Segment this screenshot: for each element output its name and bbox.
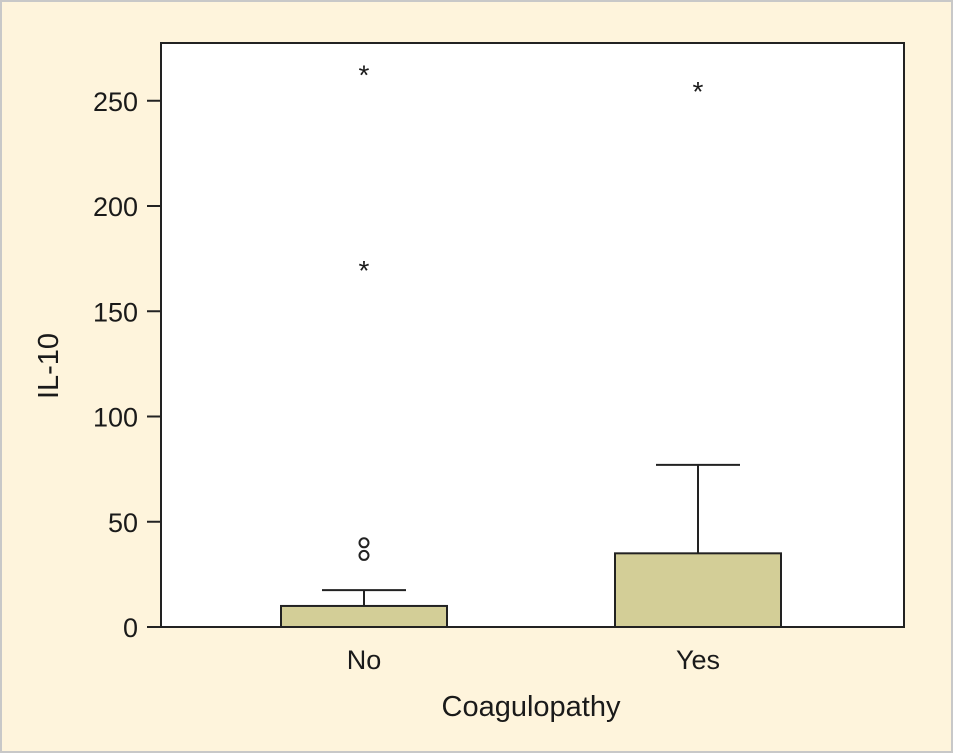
outlier-star-marker: * [693,76,704,107]
box-no: ** [280,59,448,629]
y-tick-label: 200 [93,192,138,222]
y-tick-label: 250 [93,87,138,117]
y-axis-title: IL-10 [33,333,65,399]
y-tick-label: 100 [93,403,138,433]
x-axis-title: Coagulopathy [442,691,621,723]
x-tick-label: No [347,645,382,675]
y-axis: 0 50 100 150 200 250 [93,87,161,643]
iqr-box [280,604,448,629]
iqr-box [614,552,782,629]
outlier-circle-marker [358,549,370,561]
outlier-star-marker: * [359,255,370,286]
y-tick-label: 50 [108,508,138,538]
y-tick-label: 150 [93,297,138,327]
boxes: *** [280,59,782,629]
x-tick-label: Yes [676,645,720,675]
outlier-circle-marker [358,537,370,549]
y-tick-label: 0 [123,613,138,643]
outlier-star-marker: * [359,59,370,90]
x-axis: No Yes [347,645,720,675]
box-yes: * [614,76,782,629]
plot-area [160,42,905,628]
